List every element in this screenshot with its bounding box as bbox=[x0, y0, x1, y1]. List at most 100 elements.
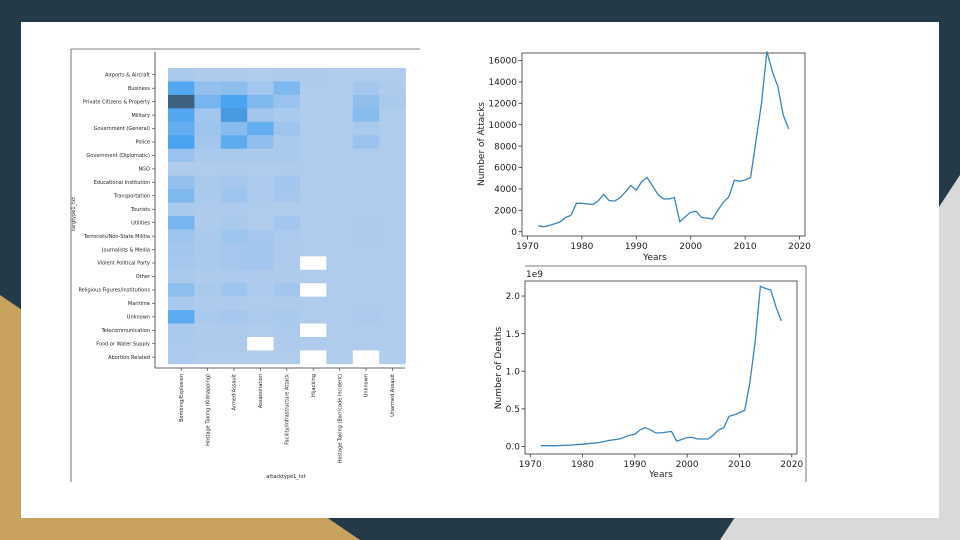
attacks-plot-frame bbox=[521, 52, 806, 237]
heatmap-cell bbox=[300, 283, 327, 297]
heatmap-cell bbox=[194, 323, 222, 338]
heatmap-x-tick-label: Unknown bbox=[364, 374, 370, 397]
heatmap-cell bbox=[379, 175, 406, 190]
heatmap-cell bbox=[300, 337, 327, 351]
heatmap-cell bbox=[273, 296, 301, 311]
heatmap-cell bbox=[352, 350, 380, 365]
heatmap-cell bbox=[379, 242, 406, 257]
heatmap-cell bbox=[168, 269, 195, 284]
heatmap-cell bbox=[300, 229, 327, 244]
deaths-y-tick-label: 0.5 bbox=[506, 405, 520, 415]
attacks-x-tick-label: 1980 bbox=[570, 242, 593, 252]
attacks-y-tick-label: 12000 bbox=[488, 99, 517, 109]
heatmap-cell bbox=[194, 189, 222, 203]
attacks-x-axis-label: Years bbox=[642, 253, 667, 263]
heatmap-cell bbox=[273, 269, 301, 284]
deaths-x-tick-label: 2020 bbox=[780, 460, 803, 470]
heatmap-cell bbox=[220, 215, 248, 230]
heatmap-cell bbox=[300, 135, 327, 149]
heatmap-cell bbox=[379, 135, 406, 149]
heatmap-cell bbox=[326, 337, 354, 351]
heatmap-cell bbox=[379, 121, 406, 136]
heatmap-cell bbox=[220, 310, 248, 324]
heatmap-cell bbox=[379, 310, 406, 324]
heatmap-cell bbox=[220, 81, 248, 96]
heatmap-cell bbox=[194, 135, 222, 149]
heatmap-cell bbox=[273, 108, 301, 123]
heatmap-cell bbox=[379, 323, 406, 338]
heatmap-cell bbox=[168, 175, 195, 190]
heatmap-cell bbox=[379, 269, 406, 284]
deaths-x-tick-label: 2000 bbox=[676, 460, 699, 470]
heatmap-y-tick-label: Abortion Related bbox=[108, 355, 150, 361]
heatmap-cell bbox=[194, 108, 222, 123]
heatmap-x-tick-label: Assassination bbox=[258, 374, 264, 408]
attacks-y-tick-label: 16000 bbox=[488, 57, 517, 67]
heatmap-cell bbox=[220, 94, 248, 109]
heatmap-cell bbox=[247, 283, 274, 297]
heatmap-cell bbox=[168, 310, 195, 324]
heatmap-cell bbox=[220, 283, 248, 297]
heatmap-cell bbox=[300, 323, 327, 338]
slide-canvas: Airports & Aircraft Business Private Citiz… bbox=[70, 48, 811, 482]
heatmap-cell bbox=[379, 94, 406, 109]
heatmap-y-tick-label: Religious Figures/Institutions bbox=[78, 288, 150, 294]
heatmap-cell bbox=[379, 202, 406, 217]
heatmap-cell bbox=[352, 269, 380, 284]
heatmap-x-tick-label: Armed Assault bbox=[232, 374, 238, 410]
heatmap-cell bbox=[326, 202, 354, 217]
heatmap-y-tick-labels: Airports & Aircraft Business Private Citiz… bbox=[78, 72, 155, 361]
attacks-y-tick-label: 4000 bbox=[494, 185, 517, 195]
deaths-x-tick-label: 1970 bbox=[519, 460, 542, 470]
heatmap-y-tick-label: Business bbox=[128, 86, 150, 92]
heatmap-cell bbox=[379, 162, 406, 176]
heatmap-cell bbox=[326, 310, 354, 324]
heatmap-cell bbox=[379, 350, 406, 365]
heatmap-cell bbox=[300, 68, 327, 82]
heatmap-x-tick-label: Unarmed Assault bbox=[390, 374, 396, 417]
attacks-y-tick-label: 0 bbox=[511, 228, 517, 238]
heatmap-cell bbox=[273, 350, 301, 365]
heatmap-cell bbox=[273, 121, 301, 136]
heatmap-cell bbox=[326, 229, 354, 244]
heatmap-cell bbox=[168, 148, 195, 163]
heatmap-cell bbox=[220, 68, 248, 82]
heatmap-cell bbox=[326, 323, 354, 338]
heatmap-cell bbox=[326, 68, 354, 82]
heatmap-cell bbox=[247, 202, 274, 217]
heatmap-cell bbox=[168, 68, 195, 82]
heatmap-cell bbox=[247, 68, 274, 82]
heatmap-cell bbox=[352, 94, 380, 109]
heatmap-cell bbox=[220, 350, 248, 365]
heatmap-cell bbox=[168, 283, 195, 297]
heatmap-cell bbox=[168, 81, 195, 96]
attacks-y-axis-label: Number of Attacks bbox=[477, 102, 487, 186]
deaths-y-tick-label: 2.0 bbox=[506, 292, 521, 302]
heatmap-cell bbox=[300, 296, 327, 311]
heatmap-cell bbox=[168, 215, 195, 230]
heatmap-cell bbox=[300, 310, 327, 324]
heatmap-cell bbox=[168, 229, 195, 244]
heatmap-cell bbox=[352, 148, 380, 163]
heatmap-y-tick-label: Educational Institution bbox=[94, 180, 150, 186]
heatmap-cell bbox=[300, 81, 327, 96]
heatmap-cell bbox=[194, 337, 222, 351]
heatmap-cell bbox=[326, 269, 354, 284]
heatmap-cell bbox=[352, 108, 380, 123]
heatmap-cell bbox=[194, 162, 222, 176]
heatmap-cell bbox=[273, 256, 301, 271]
heatmap-cell bbox=[352, 189, 380, 203]
heatmap-cell bbox=[247, 175, 274, 190]
heatmap-cell bbox=[326, 108, 354, 123]
heatmap-cell bbox=[194, 121, 222, 136]
heatmap-cell bbox=[300, 175, 327, 190]
heatmap-cell bbox=[352, 256, 380, 271]
heatmap-y-tick-label: Journalists & Media bbox=[101, 247, 150, 253]
heatmap-cell bbox=[168, 189, 195, 203]
heatmap-cell bbox=[352, 135, 380, 149]
heatmap-cell bbox=[247, 94, 274, 109]
heatmap-cell bbox=[379, 296, 406, 311]
heatmap-cell bbox=[379, 256, 406, 271]
heatmap-cell bbox=[352, 121, 380, 136]
heatmap-cell bbox=[300, 202, 327, 217]
